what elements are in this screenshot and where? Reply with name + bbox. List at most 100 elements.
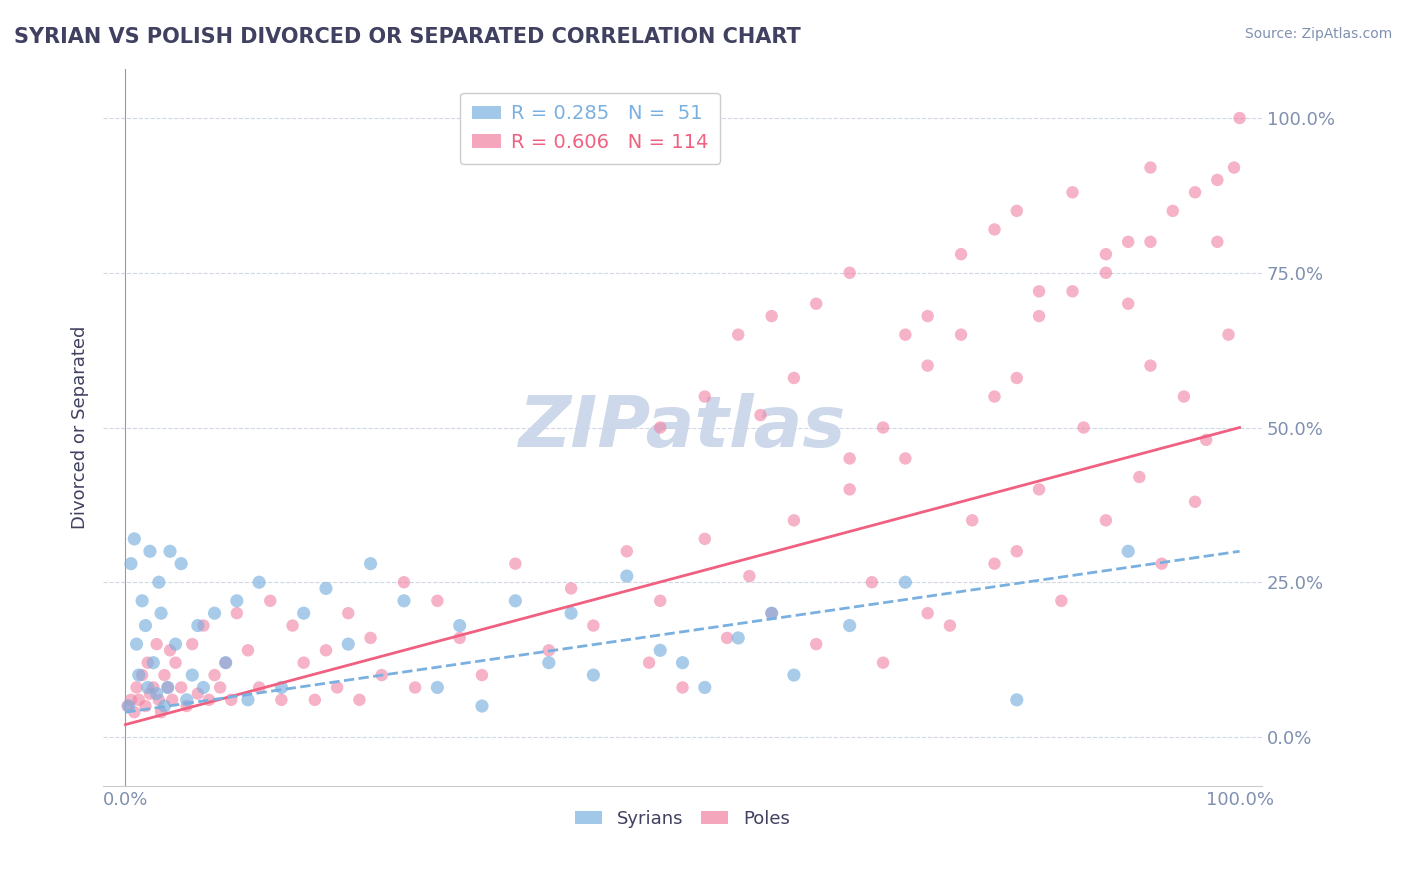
Point (582, 668, 605, 682)
Point (117, 699, 139, 714)
Point (671, 681, 693, 695)
Point (1184, 186, 1206, 200)
Point (193, 618, 215, 632)
Point (537, 656, 560, 670)
Point (1028, 285, 1050, 299)
Point (215, 656, 238, 670)
Point (176, 693, 198, 707)
Point (860, 575, 883, 590)
Point (1173, 390, 1195, 404)
Point (187, 687, 209, 701)
Point (236, 693, 259, 707)
Point (181, 668, 204, 682)
Point (806, 296, 828, 310)
Point (1223, 161, 1246, 175)
Point (125, 681, 148, 695)
Point (1116, 544, 1139, 558)
Point (650, 594, 672, 608)
Point (315, 643, 337, 657)
Point (209, 681, 232, 695)
Point (360, 557, 382, 571)
Point (404, 681, 426, 695)
Point (1050, 594, 1073, 608)
Point (225, 594, 247, 608)
Point (136, 681, 159, 695)
Point (761, 606, 783, 620)
Point (638, 656, 661, 670)
Point (1005, 203, 1028, 218)
Point (505, 594, 527, 608)
Point (156, 681, 179, 695)
Point (505, 557, 527, 571)
Y-axis label: Divorced or Separated: Divorced or Separated (72, 326, 89, 529)
Point (894, 451, 917, 466)
Point (1206, 173, 1229, 187)
Point (693, 390, 716, 404)
Point (872, 656, 894, 670)
Point (560, 606, 582, 620)
Legend: Syrians, Poles: Syrians, Poles (568, 803, 797, 835)
Point (139, 544, 162, 558)
Point (1116, 235, 1139, 249)
Point (225, 606, 247, 620)
Point (142, 681, 165, 695)
Point (139, 687, 162, 701)
Point (761, 606, 783, 620)
Point (281, 618, 304, 632)
Point (304, 693, 326, 707)
Point (120, 693, 142, 707)
Point (783, 513, 806, 527)
Point (537, 643, 560, 657)
Point (128, 668, 150, 682)
Point (142, 656, 165, 670)
Point (783, 668, 806, 682)
Point (1139, 359, 1161, 373)
Point (156, 681, 179, 695)
Point (187, 618, 209, 632)
Point (150, 705, 173, 719)
Point (118, 699, 141, 714)
Point (671, 656, 693, 670)
Point (204, 606, 226, 620)
Point (131, 594, 153, 608)
Point (165, 656, 187, 670)
Point (145, 637, 167, 651)
Point (894, 327, 917, 342)
Point (170, 681, 193, 695)
Point (198, 693, 221, 707)
Point (292, 656, 315, 670)
Point (150, 606, 173, 620)
Point (983, 557, 1005, 571)
Point (950, 327, 973, 342)
Point (124, 705, 146, 719)
Point (181, 637, 204, 651)
Text: SYRIAN VS POLISH DIVORCED OR SEPARATED CORRELATION CHART: SYRIAN VS POLISH DIVORCED OR SEPARATED C… (14, 27, 801, 46)
Point (337, 637, 360, 651)
Point (153, 699, 176, 714)
Point (426, 681, 449, 695)
Point (449, 631, 471, 645)
Point (449, 618, 471, 632)
Point (1062, 285, 1084, 299)
Point (270, 693, 292, 707)
Point (170, 557, 193, 571)
Point (1195, 433, 1218, 447)
Point (136, 656, 159, 670)
Point (215, 656, 238, 670)
Point (1184, 495, 1206, 509)
Point (176, 699, 198, 714)
Point (1005, 544, 1028, 558)
Point (727, 327, 749, 342)
Point (1139, 161, 1161, 175)
Point (983, 222, 1005, 236)
Point (894, 575, 917, 590)
Point (471, 668, 494, 682)
Point (236, 643, 259, 657)
Point (370, 668, 392, 682)
Point (148, 575, 170, 590)
Point (738, 569, 761, 583)
Point (1139, 235, 1161, 249)
Text: Source: ZipAtlas.com: Source: ZipAtlas.com (1244, 27, 1392, 41)
Point (128, 693, 150, 707)
Point (360, 631, 382, 645)
